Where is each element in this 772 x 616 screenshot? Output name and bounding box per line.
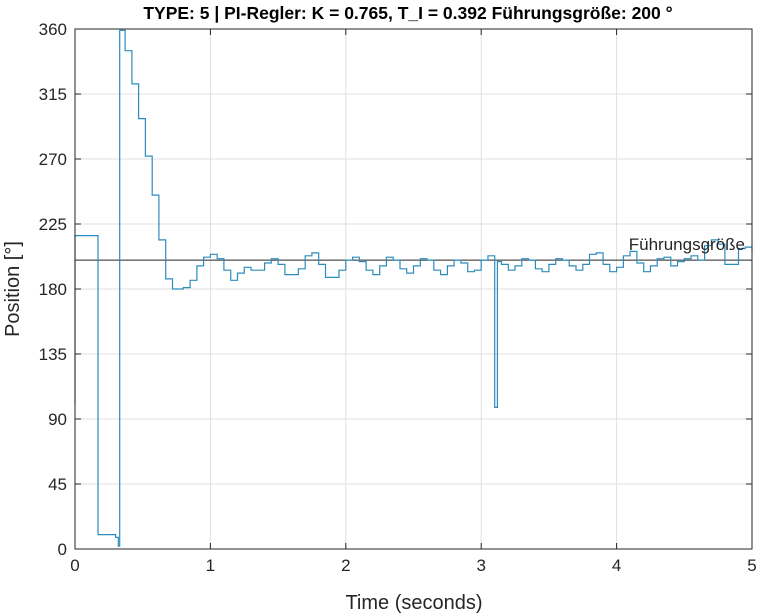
x-axis-ticks: 0 1 2 3 4 5 bbox=[70, 29, 757, 575]
reference-line-label: Führungsgröße bbox=[629, 235, 745, 254]
chart-title: TYPE: 5 | PI-Regler: K = 0.765, T_I = 0.… bbox=[143, 3, 672, 23]
y-tick-label: 0 bbox=[58, 540, 67, 559]
y-tick-label: 315 bbox=[39, 85, 67, 104]
x-tick-label: 3 bbox=[476, 556, 485, 575]
x-axis-label: Time (seconds) bbox=[345, 592, 482, 614]
y-tick-label: 45 bbox=[48, 475, 67, 494]
y-tick-label: 360 bbox=[39, 20, 67, 39]
x-tick-label: 1 bbox=[206, 556, 215, 575]
y-axis-ticks: 0 45 90 135 180 225 270 315 360 bbox=[39, 20, 752, 559]
y-tick-label: 270 bbox=[39, 150, 67, 169]
y-tick-label: 180 bbox=[39, 280, 67, 299]
x-tick-label: 4 bbox=[612, 556, 621, 575]
x-tick-label: 5 bbox=[747, 556, 756, 575]
x-tick-label: 0 bbox=[70, 556, 79, 575]
y-axis-label: Position [°] bbox=[2, 241, 24, 337]
series-group bbox=[74, 29, 753, 547]
y-tick-label: 90 bbox=[48, 410, 67, 429]
x-tick-label: 2 bbox=[341, 556, 350, 575]
y-tick-label: 225 bbox=[39, 215, 67, 234]
series-line bbox=[74, 29, 753, 547]
y-tick-label: 135 bbox=[39, 345, 67, 364]
